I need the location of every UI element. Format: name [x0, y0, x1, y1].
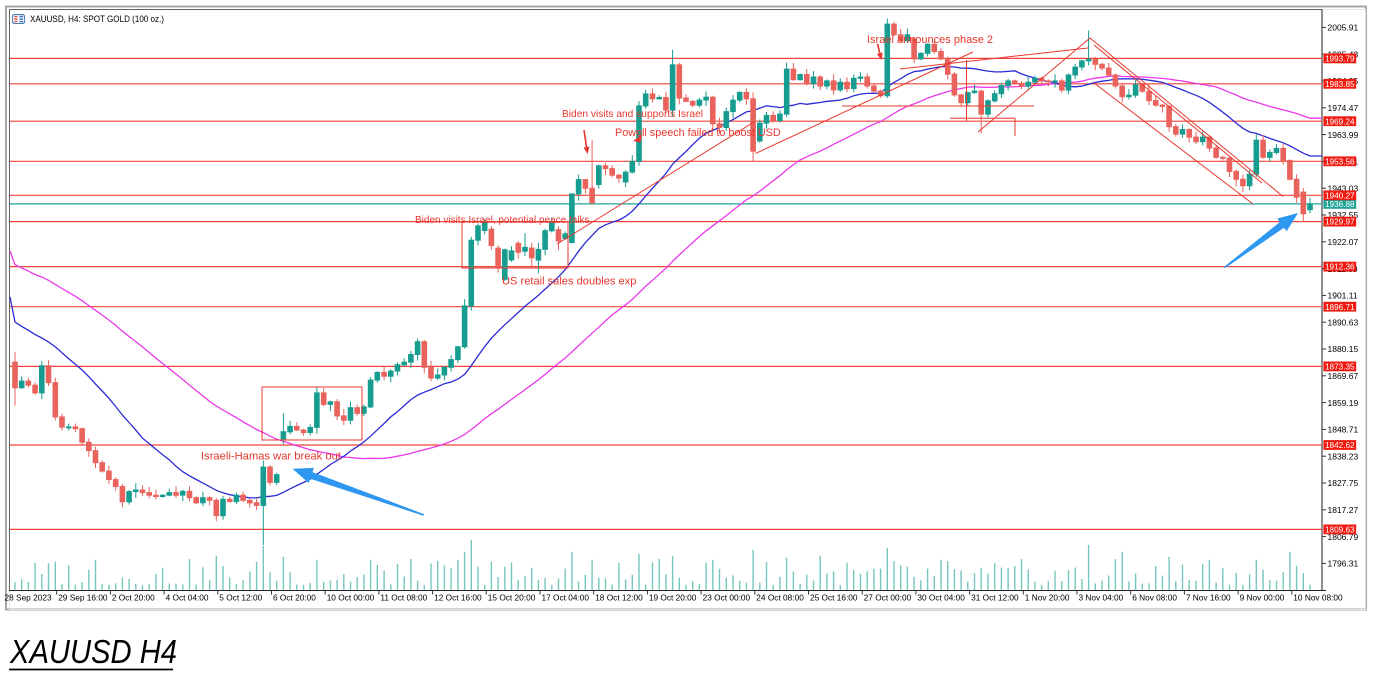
svg-text:US retail sales doubles exp: US retail sales doubles exp [502, 276, 636, 288]
svg-text:1817.27: 1817.27 [1328, 505, 1359, 515]
svg-text:25 Oct 16:00: 25 Oct 16:00 [810, 593, 858, 603]
svg-text:1880.15: 1880.15 [1328, 344, 1359, 354]
svg-text:1993.79: 1993.79 [1325, 55, 1355, 64]
svg-text:4 Oct 04:00: 4 Oct 04:00 [166, 593, 209, 603]
svg-text:15 Oct 20:00: 15 Oct 20:00 [488, 593, 536, 603]
svg-text:1809.63: 1809.63 [1325, 526, 1355, 535]
svg-text:11 Oct 08:00: 11 Oct 08:00 [380, 593, 427, 603]
svg-text:1 Nov 20:00: 1 Nov 20:00 [1025, 593, 1070, 603]
svg-text:Biden visits Israel, potential: Biden visits Israel, potential peace tal… [415, 215, 590, 226]
svg-text:Biden visits and supports Isra: Biden visits and supports Israel [562, 109, 703, 120]
svg-text:XAUUSD H4: XAUUSD H4 [9, 633, 177, 670]
svg-text:1806.79: 1806.79 [1328, 532, 1359, 542]
svg-text:27 Oct 00:00: 27 Oct 00:00 [864, 593, 912, 603]
svg-text:1943.03: 1943.03 [1328, 183, 1359, 193]
svg-text:1901.11: 1901.11 [1328, 291, 1358, 301]
svg-text:1963.99: 1963.99 [1328, 130, 1359, 140]
svg-text:1932.55: 1932.55 [1328, 210, 1359, 220]
svg-text:1842.62: 1842.62 [1325, 441, 1355, 450]
svg-text:1890.63: 1890.63 [1328, 317, 1359, 327]
svg-text:1796.31: 1796.31 [1328, 559, 1359, 569]
svg-text:18 Oct 12:00: 18 Oct 12:00 [595, 593, 643, 603]
svg-text:Israeli-Hamas war break out: Israeli-Hamas war break out [201, 451, 342, 463]
svg-text:2 Oct 20:00: 2 Oct 20:00 [112, 593, 155, 603]
svg-text:1940.27: 1940.27 [1325, 191, 1355, 200]
svg-text:1974.47: 1974.47 [1328, 103, 1359, 113]
svg-text:2005.91: 2005.91 [1328, 23, 1359, 33]
svg-text:Powell speech failed to boost: Powell speech failed to boost USD [615, 127, 781, 139]
svg-text:1983.85: 1983.85 [1325, 80, 1355, 89]
svg-text:Israel announces phase 2: Israel announces phase 2 [867, 34, 993, 46]
svg-text:1953.56: 1953.56 [1325, 157, 1355, 166]
svg-text:1873.35: 1873.35 [1325, 363, 1355, 372]
svg-text:23 Oct 00:00: 23 Oct 00:00 [703, 593, 751, 603]
svg-text:12 Oct 16:00: 12 Oct 16:00 [434, 593, 482, 603]
svg-text:29 Sep 16:00: 29 Sep 16:00 [58, 593, 108, 603]
svg-text:1969.24: 1969.24 [1325, 117, 1355, 126]
svg-text:10 Nov 08:00: 10 Nov 08:00 [1293, 593, 1343, 603]
svg-text:6 Oct 20:00: 6 Oct 20:00 [273, 593, 316, 603]
svg-text:1912.36: 1912.36 [1325, 263, 1355, 272]
svg-text:1838.23: 1838.23 [1328, 451, 1359, 461]
svg-text:1859.19: 1859.19 [1328, 398, 1359, 408]
svg-text:1896.71: 1896.71 [1325, 303, 1355, 312]
svg-text:1827.75: 1827.75 [1328, 478, 1359, 488]
svg-text:9 Nov 00:00: 9 Nov 00:00 [1240, 593, 1285, 603]
svg-text:28 Sep 2023: 28 Sep 2023 [5, 593, 52, 603]
svg-text:31 Oct 12:00: 31 Oct 12:00 [971, 593, 1019, 603]
svg-text:1929.97: 1929.97 [1325, 218, 1355, 227]
svg-text:17 Oct 04:00: 17 Oct 04:00 [542, 593, 590, 603]
svg-text:3 Nov 04:00: 3 Nov 04:00 [1079, 593, 1124, 603]
svg-text:1869.67: 1869.67 [1328, 371, 1359, 381]
svg-text:30 Oct 04:00: 30 Oct 04:00 [917, 593, 965, 603]
svg-text:6 Nov 08:00: 6 Nov 08:00 [1132, 593, 1177, 603]
svg-text:XAUUSD, H4: SPOT GOLD (100 oz: XAUUSD, H4: SPOT GOLD (100 oz.) [30, 14, 164, 25]
svg-text:1922.07: 1922.07 [1328, 237, 1359, 247]
svg-text:1848.71: 1848.71 [1328, 425, 1359, 435]
svg-text:7 Nov 16:00: 7 Nov 16:00 [1186, 593, 1231, 603]
svg-text:24 Oct 08:00: 24 Oct 08:00 [756, 593, 804, 603]
svg-text:1936.88: 1936.88 [1325, 200, 1355, 209]
svg-text:5 Oct 12:00: 5 Oct 12:00 [219, 593, 262, 603]
svg-text:19 Oct 20:00: 19 Oct 20:00 [649, 593, 697, 603]
svg-text:10 Oct 00:00: 10 Oct 00:00 [327, 593, 375, 603]
